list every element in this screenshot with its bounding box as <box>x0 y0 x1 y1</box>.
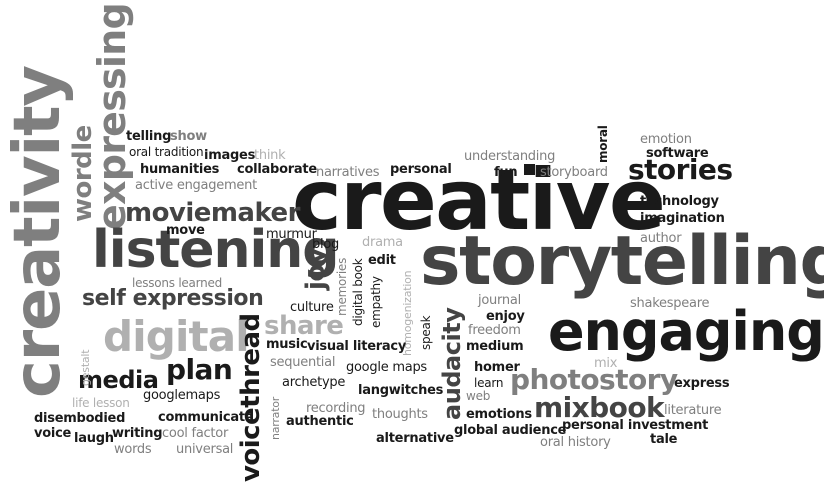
word-author: author <box>640 231 682 246</box>
word-empathy: empathy <box>369 276 383 328</box>
word-alternative: alternative <box>376 431 454 446</box>
word-engaging: engaging <box>548 300 824 363</box>
word-shakespeare: shakespeare <box>630 296 710 311</box>
word-joy: joy <box>301 247 331 290</box>
word-moviemaker: moviemaker <box>125 198 300 228</box>
word-think: think <box>254 148 286 163</box>
word-oral-history: oral history <box>540 435 611 450</box>
word-creative: creative <box>292 151 666 249</box>
word-googlemaps: googlemaps <box>143 388 221 403</box>
word-express: express <box>674 376 730 391</box>
word-technology: technology <box>640 194 719 209</box>
word-show: show <box>170 129 207 144</box>
word-writing: writing <box>112 426 163 441</box>
word-digital-book: digital book <box>351 258 365 326</box>
word-edit: edit <box>368 253 396 268</box>
word-personal-investment: personal investment <box>562 418 709 433</box>
word-wordle: wordle <box>68 125 98 222</box>
word-disembodied: disembodied <box>34 411 126 426</box>
word-global-audience: global audience <box>454 423 567 438</box>
word-freedom: freedom <box>468 323 521 338</box>
word-plan: plan <box>166 353 233 386</box>
word-expressing: expressing <box>90 3 134 230</box>
word-stories: stories <box>628 153 733 186</box>
square-mark <box>524 164 535 175</box>
word-music: music <box>266 337 308 352</box>
word-collaborate: collaborate <box>237 162 317 177</box>
word-mix: mix <box>594 356 618 371</box>
word-narrator: narrator <box>269 396 282 440</box>
word-audacity: audacity <box>438 307 466 420</box>
word-media: media <box>78 366 159 394</box>
word-active-engagement: active engagement <box>135 178 257 193</box>
word-understanding: understanding <box>464 149 556 164</box>
word-journal: journal <box>478 293 521 308</box>
word-web: web <box>466 389 491 403</box>
word-imagination: imagination <box>640 211 725 226</box>
word-moral: moral <box>596 125 610 163</box>
word-humanities: humanities <box>140 162 220 177</box>
word-fun: fun <box>494 165 518 180</box>
word-homer: homer <box>474 360 520 375</box>
word-enjoy: enjoy <box>486 309 525 324</box>
word-laugh: laugh <box>74 431 114 446</box>
word-cool-factor: cool factor <box>162 426 229 441</box>
word-life-lesson: life lesson <box>72 396 130 410</box>
word-culture: culture <box>290 300 334 315</box>
word-oral-tradition: oral tradition <box>129 145 204 159</box>
word-share: share <box>264 311 344 341</box>
word-storyboard: storyboard <box>540 165 608 180</box>
word-listening: listening <box>92 220 339 280</box>
word-images: images <box>204 148 256 163</box>
word-personal: personal <box>390 162 452 177</box>
word-digital: digital <box>103 312 250 361</box>
word-voice: voice <box>34 426 72 441</box>
word-google-maps: google maps <box>346 360 427 375</box>
word-telling: telling <box>126 129 172 144</box>
word-drama: drama <box>362 235 403 250</box>
word-communicate: communicate <box>158 410 254 425</box>
word-mixbook: mixbook <box>534 391 665 424</box>
word-gestalt: gestalt <box>79 349 92 386</box>
word-blog: blog <box>312 237 340 252</box>
word-move: move <box>166 223 205 238</box>
word-archetype: archetype <box>282 375 346 390</box>
word-lessons-learned: lessons learned <box>132 276 223 290</box>
word-learn: learn <box>474 376 504 390</box>
word-photostory: photostory <box>510 363 678 396</box>
word-authentic: authentic <box>286 414 354 429</box>
word-tale: tale <box>650 432 678 447</box>
word-speak: speak <box>419 315 433 350</box>
word-murmur: murmur <box>266 227 317 242</box>
word-creativity: creativity <box>1 66 75 398</box>
word-visual-literacy: visual literacy <box>307 339 407 354</box>
word-narratives: narratives <box>316 165 380 180</box>
word-words: words <box>114 442 152 457</box>
word-emotions: emotions <box>466 407 532 422</box>
word-langwitches: langwitches <box>358 383 444 398</box>
word-emotion: emotion <box>640 132 692 147</box>
word-voicethread: voicethread <box>236 313 266 482</box>
word-self-expression: self expression <box>82 286 264 311</box>
word-memories: memories <box>335 257 349 316</box>
word-literature: literature <box>664 403 722 418</box>
word-sequential: sequential <box>270 355 336 370</box>
word-thoughts: thoughts <box>372 407 428 422</box>
word-recording: recording <box>306 401 366 416</box>
word-software: software <box>646 146 709 161</box>
word-universal: universal <box>176 442 234 457</box>
word-medium: medium <box>466 339 524 354</box>
word-storytelling: storytelling <box>420 222 824 301</box>
